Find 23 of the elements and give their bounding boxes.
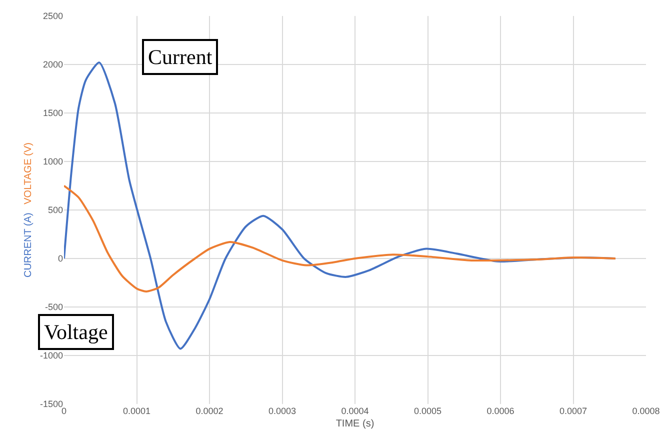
y-tick-label: 500 <box>48 205 63 216</box>
y-tick-label: 0 <box>58 254 63 264</box>
y-tick-label: -500 <box>44 302 63 312</box>
x-tick-label: 0.0007 <box>559 406 588 416</box>
y-axis-title: CURRENT (A) <box>22 212 34 278</box>
y-tick-label: -1500 <box>40 399 63 410</box>
x-tick-label: 0.0004 <box>341 406 369 416</box>
x-tick-label: 0.0008 <box>632 406 660 416</box>
x-tick-label: 0.0005 <box>414 406 442 416</box>
x-tick-label: 0.0001 <box>122 406 151 416</box>
annotation: Voltage <box>44 320 108 344</box>
x-axis-title: TIME (s) <box>336 418 374 430</box>
x-tick-label: 0.0006 <box>486 406 514 416</box>
annotation: Current <box>148 45 212 69</box>
y-tick-label: 2500 <box>42 11 63 22</box>
x-tick-label: 0.0003 <box>268 406 296 416</box>
y-tick-label: 1500 <box>42 108 63 118</box>
y2-axis-title: VOLTAGE (V) <box>22 142 34 204</box>
y-tick-label: 2000 <box>42 60 63 70</box>
y-tick-label: -1000 <box>40 350 63 361</box>
x-tick-label: 0.0002 <box>196 406 224 416</box>
line-series <box>64 184 616 292</box>
y-tick-label: 1000 <box>42 156 63 167</box>
